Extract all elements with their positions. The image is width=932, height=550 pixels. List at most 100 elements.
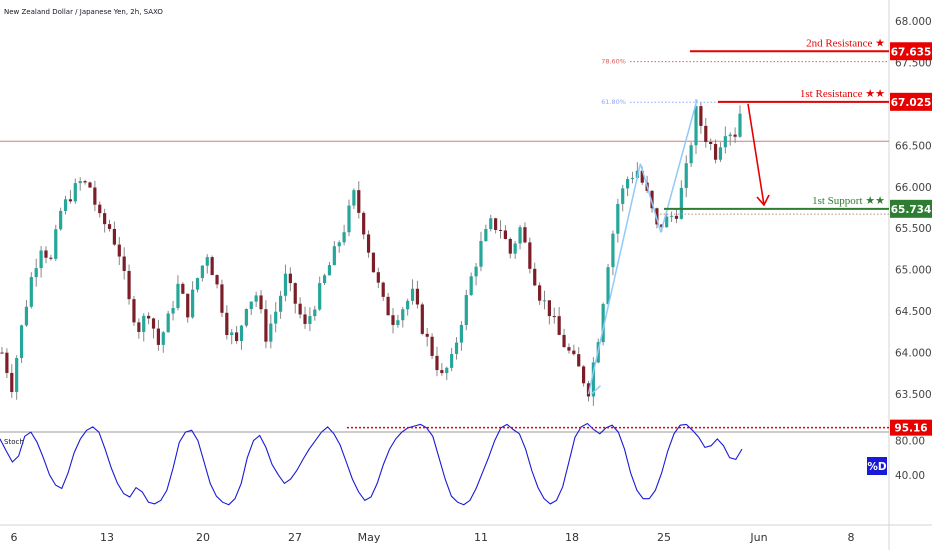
candle-body (401, 309, 405, 321)
candle-body (577, 354, 581, 367)
candle-body (547, 300, 551, 317)
candle-body (147, 315, 151, 319)
candle-body (420, 304, 424, 334)
candle-body (484, 229, 488, 242)
candle-body (230, 332, 234, 336)
candle-body (166, 313, 170, 333)
candle-body (244, 309, 248, 326)
candle-body (34, 268, 38, 278)
candle-body (518, 227, 522, 244)
candle-body (225, 312, 229, 336)
price-tick-label: 66.000 (895, 182, 932, 194)
candle-body (689, 145, 693, 164)
candle-body (44, 250, 48, 258)
candle-body (98, 204, 102, 214)
candle-body (103, 213, 107, 225)
candle-body (728, 134, 732, 137)
candle-body (396, 320, 400, 325)
candle-body (440, 370, 444, 374)
candle-body (288, 273, 292, 284)
candle-body (533, 268, 537, 286)
candle-body (186, 293, 190, 318)
candle-body (327, 265, 332, 276)
price-tick-label: 64.000 (895, 348, 932, 360)
level-price-tag (890, 199, 932, 218)
time-tick-label: 20 (196, 531, 210, 544)
candle-body (699, 106, 703, 126)
stoch-marker-tag (890, 419, 932, 436)
candle-body (567, 347, 571, 351)
candle-body (337, 242, 341, 247)
candle-body (93, 187, 97, 205)
stoch-marker-tag-text: 95.16 (894, 423, 927, 435)
candle-body (0, 352, 4, 354)
candle-body (430, 336, 434, 356)
level-price-tag-text: 67.635 (891, 46, 932, 58)
candle-body (308, 316, 312, 324)
candle-body (117, 244, 121, 257)
projection-leg (639, 163, 662, 233)
candle-body (513, 243, 517, 254)
fib-level-label: 61.80% (601, 98, 626, 106)
time-tick-label: 18 (565, 531, 579, 544)
candle-body (259, 295, 263, 310)
candle-body (606, 267, 610, 304)
level-name: 1st Support ★★ (812, 195, 885, 207)
stoch-label: Stoch (4, 438, 24, 446)
candle-body (479, 241, 483, 267)
candle-body (137, 322, 141, 332)
candle-body (195, 278, 200, 290)
candle-body (523, 227, 527, 243)
candle-body (625, 179, 630, 189)
candle-body (723, 136, 727, 148)
candle-body (49, 257, 53, 259)
candle-body (352, 190, 356, 206)
candle-body (269, 323, 273, 342)
candle-body (249, 301, 253, 310)
time-tick-label: 27 (288, 531, 302, 544)
candle-body (542, 300, 547, 302)
candle-body (562, 334, 566, 348)
candle-body (303, 314, 307, 324)
candle-body (616, 203, 620, 234)
candle-body (239, 325, 244, 342)
fib-level-label: 78.60% (601, 58, 626, 66)
candle-body (528, 242, 532, 269)
candle-body (127, 270, 131, 300)
level-name: 1st Resistance ★★ (800, 88, 885, 100)
candle-body (508, 238, 512, 254)
level-price-tag-text: 65.734 (891, 204, 932, 216)
candle-body (381, 282, 385, 297)
candle-body (733, 134, 737, 137)
candle-body (362, 212, 366, 235)
candle-body (425, 333, 429, 337)
candle-body (63, 199, 68, 211)
candle-body (655, 208, 659, 225)
candle-body (738, 113, 742, 137)
candle-body (112, 228, 117, 245)
candle-body (459, 325, 464, 343)
candle-body (660, 224, 664, 228)
price-tick-label: 65.000 (895, 265, 932, 277)
price-tick-label: 65.500 (895, 223, 932, 235)
price-tick-label: 68.000 (895, 16, 932, 28)
candle-body (601, 303, 605, 343)
candle-body (665, 216, 669, 228)
candle-body (474, 266, 478, 277)
candle-body (83, 181, 87, 183)
candle-body (278, 295, 283, 312)
candle-body (669, 215, 674, 217)
candle-body (674, 215, 679, 219)
time-tick-label: Jun (749, 531, 767, 544)
candle-body (156, 328, 160, 345)
time-tick-label: 8 (848, 531, 855, 544)
candle-body (557, 316, 561, 335)
sr-levels: 2nd Resistance ★ 67.635 1st Resistance ★★ 6… (664, 37, 932, 218)
candle-body (210, 257, 214, 276)
candle-body (107, 224, 112, 229)
candle-body (386, 296, 390, 316)
stoch-d-line (0, 422, 743, 506)
projection-leg (660, 99, 698, 233)
